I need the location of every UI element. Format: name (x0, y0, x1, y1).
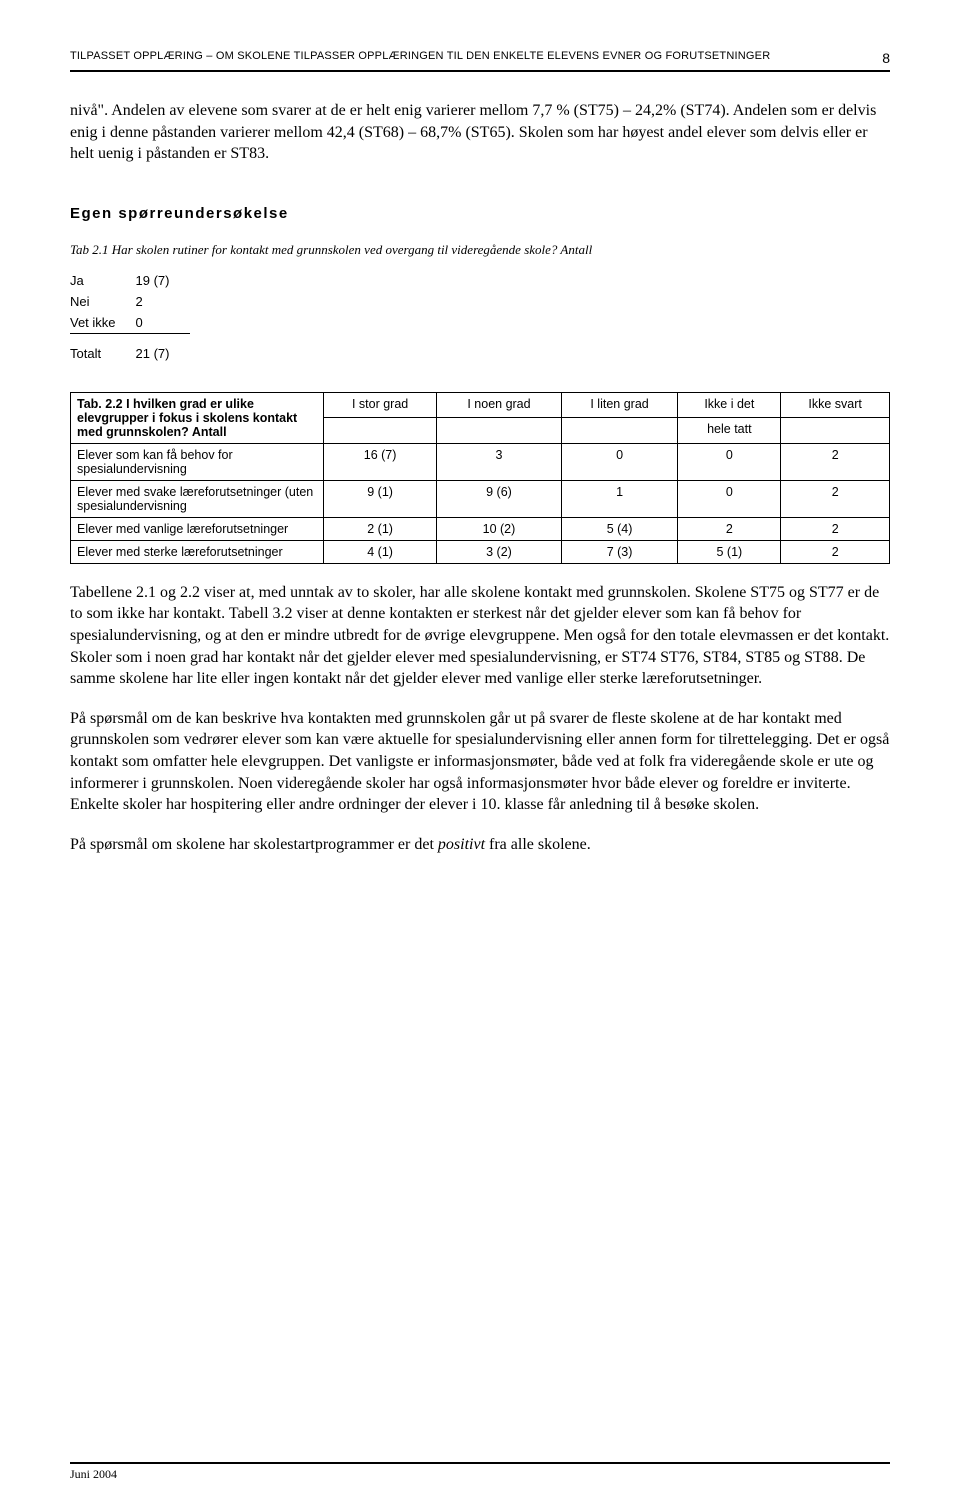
col-header: I stor grad (324, 392, 437, 418)
tab22-table: Tab. 2.2 I hvilken grad er ulike elevgru… (70, 392, 890, 564)
cell: 2 (781, 480, 890, 517)
row-label: Elever med svake læreforutsetninger (ute… (71, 480, 324, 517)
table-row: Elever med svake læreforutsetninger (ute… (71, 480, 890, 517)
page-number: 8 (882, 50, 890, 66)
tab21-caption: Tab 2.1 Har skolen rutiner for kontakt m… (70, 242, 890, 258)
header-title: TILPASSET OPPLÆRING – OM SKOLENE TILPASS… (70, 50, 770, 66)
cell: 2 (781, 443, 890, 480)
cell: 5 (1) (678, 540, 781, 563)
col-header-empty (437, 418, 562, 444)
cell: 9 (6) (437, 480, 562, 517)
cell: 7 (3) (561, 540, 678, 563)
cell: 3 (2) (437, 540, 562, 563)
col-header: I liten grad (561, 392, 678, 418)
cell: 10 (2) (437, 517, 562, 540)
tab22-header-main: Tab. 2.2 I hvilken grad er ulike elevgru… (71, 392, 324, 443)
col-header-empty (324, 418, 437, 444)
paragraph-2: På spørsmål om de kan beskrive hva konta… (70, 708, 890, 816)
tab21-table: Ja 19 (7) Nei 2 Vet ikke 0 Totalt 21 (7) (70, 270, 190, 364)
table-row: Ja 19 (7) (70, 270, 190, 291)
cell-value: 2 (136, 291, 190, 312)
table-row: Elever med vanlige læreforutsetninger 2 … (71, 517, 890, 540)
para3-prefix: På spørsmål om skolene har skolestartpro… (70, 836, 438, 853)
cell-label: Nei (70, 291, 136, 312)
cell: 2 (678, 517, 781, 540)
cell: 0 (678, 443, 781, 480)
cell-label: Ja (70, 270, 136, 291)
row-label: Elever med vanlige læreforutsetninger (71, 517, 324, 540)
cell: 9 (1) (324, 480, 437, 517)
cell-value: 21 (7) (136, 333, 190, 364)
cell: 0 (561, 443, 678, 480)
col-header-empty (781, 418, 890, 444)
table-row: Elever med sterke læreforutsetninger 4 (… (71, 540, 890, 563)
cell: 0 (678, 480, 781, 517)
col-header: Ikke i det (678, 392, 781, 418)
cell: 3 (437, 443, 562, 480)
cell: 2 (781, 517, 890, 540)
table-row: Vet ikke 0 (70, 312, 190, 334)
cell-value: 0 (136, 312, 190, 334)
page-header: TILPASSET OPPLÆRING – OM SKOLENE TILPASS… (70, 50, 890, 72)
paragraph-3: På spørsmål om skolene har skolestartpro… (70, 834, 890, 856)
col-header: I noen grad (437, 392, 562, 418)
footer-text: Juni 2004 (70, 1467, 117, 1481)
col-header: Ikke svart (781, 392, 890, 418)
table-row: Nei 2 (70, 291, 190, 312)
row-label: Elever med sterke læreforutsetninger (71, 540, 324, 563)
cell-value: 19 (7) (136, 270, 190, 291)
cell: 2 (1) (324, 517, 437, 540)
cell: 4 (1) (324, 540, 437, 563)
table-header-row: Tab. 2.2 I hvilken grad er ulike elevgru… (71, 392, 890, 418)
table-row-total: Totalt 21 (7) (70, 333, 190, 364)
cell: 2 (781, 540, 890, 563)
footer: Juni 2004 (70, 1462, 890, 1482)
cell-label: Vet ikke (70, 312, 136, 334)
intro-paragraph: nivå". Andelen av elevene som svarer at … (70, 100, 890, 165)
section-heading: Egen spørreundersøkelse (70, 205, 890, 222)
col-header: hele tatt (678, 418, 781, 444)
para3-suffix: fra alle skolene. (485, 836, 591, 853)
paragraph-1: Tabellene 2.1 og 2.2 viser at, med unnta… (70, 582, 890, 690)
col-header-empty (561, 418, 678, 444)
row-label: Elever som kan få behov for spesialunder… (71, 443, 324, 480)
para3-italic: positivt (438, 836, 485, 853)
cell: 16 (7) (324, 443, 437, 480)
cell: 5 (4) (561, 517, 678, 540)
cell-label: Totalt (70, 333, 136, 364)
cell: 1 (561, 480, 678, 517)
table-row: Elever som kan få behov for spesialunder… (71, 443, 890, 480)
